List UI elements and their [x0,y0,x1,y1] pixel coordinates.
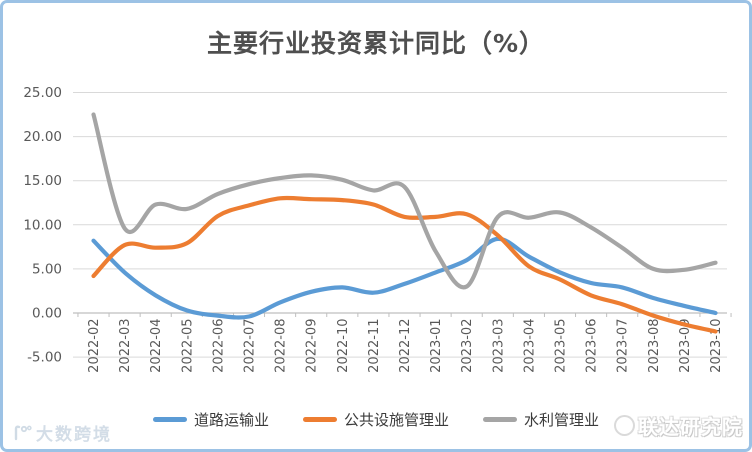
legend-item-water-management: 水利管理业 [483,409,599,430]
y-tick-label: 10.00 [23,217,62,233]
x-tick-label: 2023-08 [647,319,662,373]
x-tick-label: 2022-03 [118,319,133,373]
legend-item-public-facilities: 公共设施管理业 [302,409,449,430]
x-tick-label: 2023-06 [585,319,600,373]
x-tick-label: 2023-07 [616,319,631,373]
lianda-logo-icon [614,415,635,436]
x-tick-label: 2022-05 [180,319,195,373]
x-tick-label: 2023-05 [554,319,569,373]
x-tick-label: 2022-12 [398,319,413,373]
legend-label-water-management: 水利管理业 [524,411,600,429]
y-tick-label: 0.00 [32,306,62,322]
page-title: 主要行业投资累计同比（%） [206,29,546,58]
legend-label-public-facilities: 公共设施管理业 [343,411,449,429]
watermark-lianda-institute: 联达研究院 [614,411,743,440]
y-tick-label: 20.00 [23,129,62,145]
x-tick-label: 2023-01 [429,319,444,373]
legend-swatch-water-management [483,417,517,422]
x-tick-label: 2022-11 [367,319,382,373]
legend-swatch-public-facilities [302,417,337,422]
dashu-logo-icon [14,425,32,440]
x-tick-label: 2022-06 [211,319,226,373]
series-line-2 [91,112,718,290]
x-tick-label: 2022-08 [274,319,289,373]
watermark-right-text: 联达研究院 [638,415,743,439]
x-tick-label: 2022-04 [149,319,164,373]
x-tick-label: 2022-09 [305,319,320,373]
series-line-1 [91,195,718,334]
y-tick-label: 15.00 [23,173,62,189]
x-tick-label: 2022-02 [87,319,102,373]
chart-legend: 道路运输业 公共设施管理业 水利管理业 [0,409,752,430]
x-tick-label: 2023-03 [491,319,506,373]
y-tick-label: 25.00 [23,85,62,101]
y-tick-label: 5.00 [32,261,62,277]
x-tick-label: 2022-07 [243,319,258,373]
x-tick-label: 2023-10 [709,319,724,373]
y-tick-label: -5.00 [27,350,62,366]
x-tick-label: 2023-04 [522,319,537,373]
x-tick-label: 2023-09 [678,319,693,373]
legend-swatch-road-transport [152,417,187,422]
series-line-0 [91,236,718,320]
x-tick-label: 2023-02 [460,319,475,373]
legend-item-road-transport: 道路运输业 [152,409,269,430]
legend-label-road-transport: 道路运输业 [193,411,269,429]
watermark-left-text: 大数跨境 [36,425,112,445]
x-tick-label: 2022-10 [336,319,351,373]
watermark-dashu-kuajing: 大数跨境 [12,420,112,445]
